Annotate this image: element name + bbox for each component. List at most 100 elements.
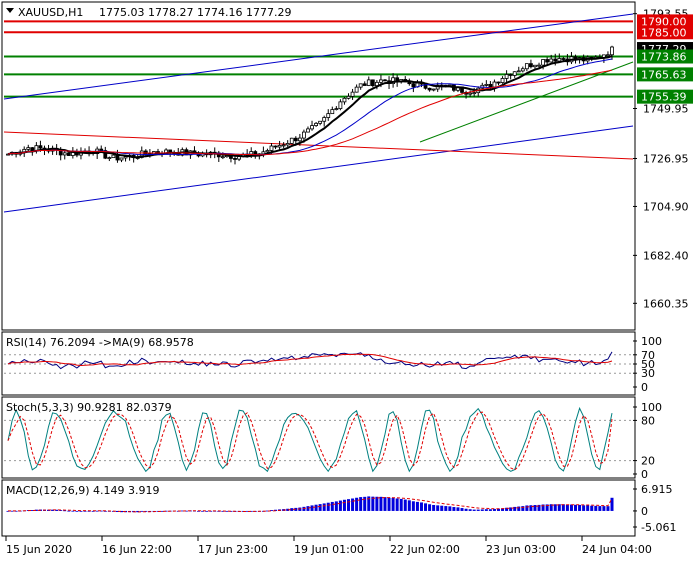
macd-bar bbox=[63, 510, 67, 512]
macd-bar bbox=[460, 508, 464, 511]
macd-bar bbox=[403, 499, 407, 511]
candle-body bbox=[342, 97, 347, 103]
macd-bar bbox=[586, 505, 590, 511]
macd-bar bbox=[79, 510, 83, 512]
candle-body bbox=[366, 79, 371, 86]
candle-body bbox=[553, 58, 558, 62]
macd-bar bbox=[484, 509, 488, 511]
macd-bar bbox=[553, 504, 557, 511]
candle-body bbox=[123, 156, 128, 159]
macd-bar bbox=[387, 497, 391, 511]
candle-body bbox=[524, 63, 529, 70]
macd-bar bbox=[115, 510, 119, 512]
macd-bar bbox=[30, 510, 34, 511]
macd-bar bbox=[432, 504, 436, 511]
stoch-signal-line bbox=[7, 411, 613, 471]
candle-body bbox=[529, 63, 533, 68]
candle-body bbox=[431, 88, 436, 91]
candle-body bbox=[115, 154, 120, 161]
macd-bar bbox=[513, 506, 517, 511]
candle-body bbox=[297, 137, 302, 142]
candle-body bbox=[281, 144, 286, 147]
time-axis: 15 Jun 2020 16 Jun 22:00 17 Jun 23:00 19 Ju… bbox=[5, 536, 652, 556]
stoch-panel[interactable] bbox=[1, 396, 636, 479]
macd-bar bbox=[395, 498, 399, 511]
candle-body bbox=[516, 70, 521, 73]
candle-body bbox=[103, 150, 108, 159]
macd-bar bbox=[342, 499, 346, 511]
channel-lower-line[interactable] bbox=[3, 125, 634, 213]
macd-bar bbox=[351, 498, 355, 511]
macd-bar bbox=[322, 503, 326, 511]
price-badge bbox=[637, 25, 693, 40]
macd-bar bbox=[529, 505, 533, 511]
time-tick-label: 24 Jun 04:00 bbox=[582, 543, 652, 556]
macd-bar bbox=[565, 504, 569, 511]
macd-bar bbox=[521, 506, 525, 511]
macd-bar bbox=[480, 509, 484, 511]
macd-bar bbox=[590, 505, 594, 511]
candle-body bbox=[541, 59, 545, 66]
time-tick-label: 19 Jun 01:00 bbox=[294, 543, 364, 556]
macd-bar bbox=[95, 510, 99, 512]
candle-body bbox=[334, 108, 339, 111]
macd-bar bbox=[598, 506, 602, 511]
price-tick-label: 1704.90 bbox=[643, 200, 689, 213]
stoch-tick-label: 100 bbox=[641, 401, 662, 414]
time-tick-label: 22 Jun 02:00 bbox=[390, 543, 460, 556]
candle-body bbox=[362, 83, 367, 86]
macd-bar bbox=[424, 503, 428, 511]
horizontal-levels[interactable] bbox=[4, 20, 633, 98]
macd-bar bbox=[399, 498, 403, 511]
ascending-trendline[interactable] bbox=[419, 61, 634, 143]
candle-body bbox=[512, 71, 517, 76]
candle-body bbox=[99, 148, 104, 151]
candle-body bbox=[326, 113, 331, 118]
macd-bar bbox=[160, 510, 164, 512]
macd-bar bbox=[83, 510, 87, 512]
price-badge-label: 1773.86 bbox=[641, 50, 687, 63]
dropdown-triangle-icon[interactable] bbox=[6, 8, 14, 13]
price-badges: 1790.001785.001777.291773.861765.631755.… bbox=[637, 14, 693, 104]
macd-bar bbox=[371, 496, 375, 511]
descending-trendline[interactable] bbox=[3, 131, 634, 160]
macd-title: MACD(12,26,9) 4.149 3.919 bbox=[6, 484, 160, 497]
candle-body bbox=[606, 54, 610, 57]
macd-bar bbox=[71, 510, 75, 512]
time-tick-label: 23 Jun 03:00 bbox=[486, 543, 556, 556]
candle-body bbox=[549, 58, 554, 63]
macd-signal-line bbox=[8, 497, 613, 513]
candle-body bbox=[350, 91, 355, 97]
time-tick-label: 17 Jun 23:00 bbox=[198, 543, 268, 556]
macd-bar bbox=[103, 510, 107, 512]
macd-bar bbox=[91, 510, 95, 512]
macd-bar bbox=[472, 509, 476, 511]
price-tick-label: 1660.35 bbox=[643, 297, 689, 310]
symbol-header: XAUUSD,H1 1775.03 1778.27 1774.16 1777.2… bbox=[6, 6, 291, 19]
rsi-line bbox=[7, 351, 613, 370]
channel-upper-line[interactable] bbox=[3, 13, 634, 100]
candle-body bbox=[557, 58, 562, 62]
trend-channels[interactable] bbox=[3, 13, 634, 213]
macd-bar bbox=[549, 504, 553, 511]
price-badge bbox=[637, 89, 693, 104]
candle-body bbox=[427, 87, 432, 91]
candle-body bbox=[233, 158, 237, 160]
candle-body bbox=[383, 79, 387, 82]
macd-bar bbox=[492, 508, 496, 511]
candle-body bbox=[492, 81, 497, 88]
macd-bar bbox=[197, 510, 201, 512]
macd-bar bbox=[407, 500, 411, 511]
macd-bar bbox=[468, 509, 472, 511]
macd-bar bbox=[557, 504, 561, 511]
macd-panel[interactable] bbox=[1, 479, 636, 537]
candle-body bbox=[391, 77, 396, 85]
rsi-tick-label: 100 bbox=[641, 335, 662, 348]
main-price-panel[interactable] bbox=[1, 1, 636, 331]
macd-bar bbox=[367, 496, 371, 511]
time-tick-label: 15 Jun 2020 bbox=[6, 543, 72, 556]
macd-bar bbox=[379, 496, 383, 511]
macd-bar bbox=[574, 504, 578, 511]
